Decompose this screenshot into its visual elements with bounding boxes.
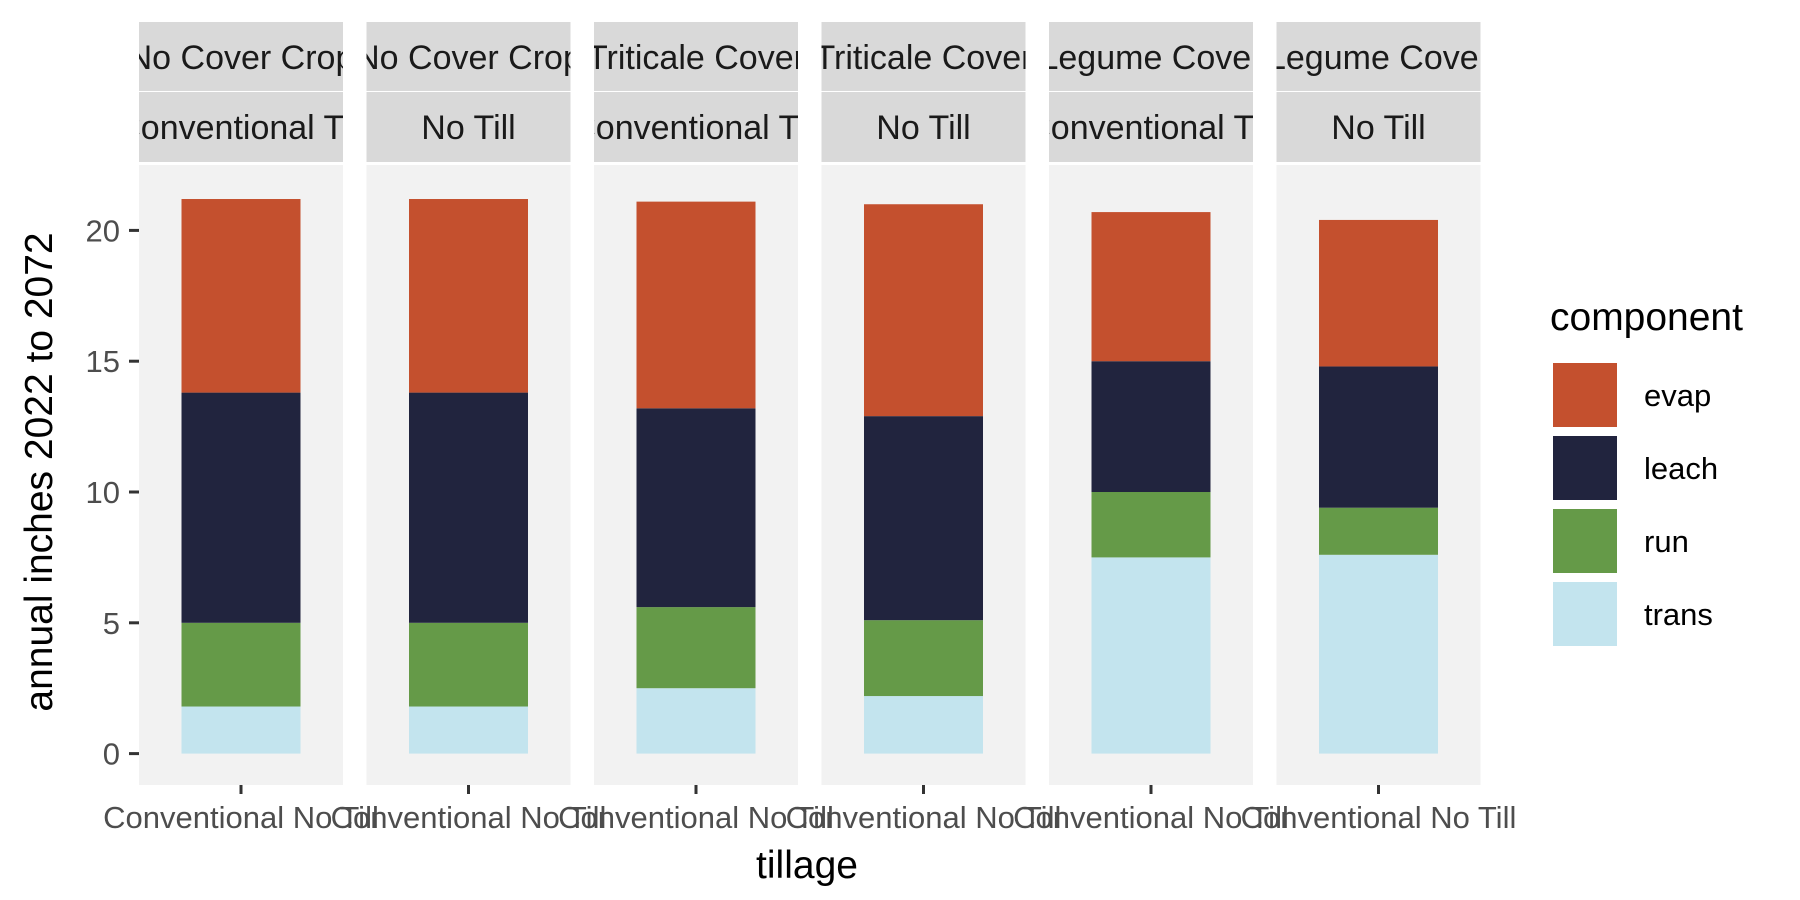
- facet-strip-top: [594, 22, 798, 91]
- legend-label-evap: evap: [1644, 378, 1711, 413]
- bar-segment-leach: [864, 416, 983, 621]
- facet-strip-top-label: No Cover Crop: [128, 39, 355, 77]
- bar-segment-trans: [1319, 554, 1438, 754]
- bar-segment-evap: [864, 204, 983, 417]
- facet-strip-bottom-label: Conventional Till: [571, 109, 820, 147]
- facet-panel: Triticale Cover Conventional Till Conventi…: [558, 22, 834, 835]
- facet-strip-bottom: [366, 92, 571, 162]
- bar-segment-evap: [636, 201, 756, 409]
- bar-segment-run: [1091, 492, 1211, 558]
- facet-strip-top-label: Triticale Cover: [587, 39, 805, 77]
- bar-segment-evap: [1091, 212, 1211, 362]
- bar-segment-leach: [409, 392, 528, 623]
- x-tick-label: Conventional No Till: [786, 800, 1062, 835]
- bar-segment-trans: [181, 706, 301, 754]
- bar-segment-evap: [181, 199, 301, 393]
- facet-strip-top-label: Legume Cover: [1039, 39, 1262, 77]
- facet-strip-bottom-label: No Till: [876, 109, 970, 147]
- facet-strip-bottom: [1276, 92, 1481, 162]
- facet-strip-top-label: Triticale Cover: [815, 39, 1033, 77]
- y-tick-label: 5: [103, 606, 120, 641]
- y-axis: 0 5 10 15 20: [86, 213, 139, 772]
- bar-segment-leach: [1319, 366, 1438, 508]
- legend-key-trans: [1551, 580, 1619, 648]
- bar-segment-evap: [409, 199, 528, 393]
- facet-strip-top-label: No Cover Crop: [355, 39, 582, 77]
- facet-strip-bottom-label: Conventional Till: [116, 109, 365, 147]
- facet-panel: No Cover Crop No Till Conventional No Till: [331, 22, 607, 835]
- bar-segment-run: [636, 607, 756, 689]
- facet-strip-bottom-label: Conventional Till: [1026, 109, 1275, 147]
- facet-strip-bottom: [139, 92, 343, 162]
- bar-segment-trans: [1091, 557, 1211, 754]
- facet-strip-bottom-label: No Till: [421, 109, 515, 147]
- y-tick-label: 20: [86, 213, 120, 248]
- bar-segment-trans: [636, 688, 756, 754]
- facet-strip-bottom: [1049, 92, 1253, 162]
- x-tick-label: Conventional No Till: [331, 800, 607, 835]
- legend-title: component: [1550, 296, 1743, 339]
- x-axis-title: tillage: [756, 844, 858, 887]
- facet-strip-top: [139, 22, 343, 91]
- bar-segment-run: [409, 622, 528, 707]
- facet-strip-bottom-label: No Till: [1331, 109, 1425, 147]
- facet-strip-bottom: [594, 92, 798, 162]
- legend-label-leach: leach: [1644, 451, 1718, 486]
- facet-strip-top: [366, 22, 571, 91]
- legend-label-run: run: [1644, 524, 1689, 559]
- facet-strip-top: [1049, 22, 1253, 91]
- facet-panel: No Cover Crop Conventional Till Convention…: [103, 22, 379, 835]
- facet-strip-top: [1276, 22, 1481, 91]
- facet-panel: Legume Cover No Till Conventional No Till: [1241, 22, 1517, 835]
- facet-strip-bottom: [821, 92, 1026, 162]
- bar-segment-evap: [1319, 219, 1438, 367]
- facet-panel: Legume Cover Conventional Till Conventiona…: [1013, 22, 1289, 835]
- legend-key-run: [1551, 507, 1619, 575]
- legend: component evap leach run trans: [1550, 296, 1743, 648]
- legend-label-trans: trans: [1644, 597, 1713, 632]
- x-tick-label: Conventional No Till: [1013, 800, 1289, 835]
- x-tick-label: Conventional No Till: [1241, 800, 1517, 835]
- bar-segment-leach: [181, 392, 301, 623]
- bar-segment-leach: [636, 408, 756, 608]
- bar-segment-run: [864, 620, 983, 697]
- y-tick-label: 15: [86, 344, 120, 379]
- y-tick-label: 0: [103, 737, 120, 772]
- legend-key-leach: [1551, 434, 1619, 502]
- x-tick-label: Conventional No Till: [103, 800, 379, 835]
- bar-segment-trans: [864, 696, 983, 754]
- y-axis-title: annual inches 2022 to 2072: [18, 232, 61, 711]
- facet-panel: Triticale Cover No Till Conventional No Ti…: [786, 22, 1062, 835]
- bar-segment-run: [181, 622, 301, 707]
- bar-segment-trans: [409, 706, 528, 754]
- x-tick-label: Conventional No Till: [558, 800, 834, 835]
- facet-strip-top-label: Legume Cover: [1267, 39, 1490, 77]
- bar-segment-run: [1319, 507, 1438, 555]
- facet-panels: No Cover Crop Conventional Till Convention…: [103, 22, 1516, 835]
- bar-segment-leach: [1091, 361, 1211, 493]
- legend-key-evap: [1551, 361, 1619, 429]
- facet-strip-top: [821, 22, 1026, 91]
- y-tick-label: 10: [86, 475, 120, 510]
